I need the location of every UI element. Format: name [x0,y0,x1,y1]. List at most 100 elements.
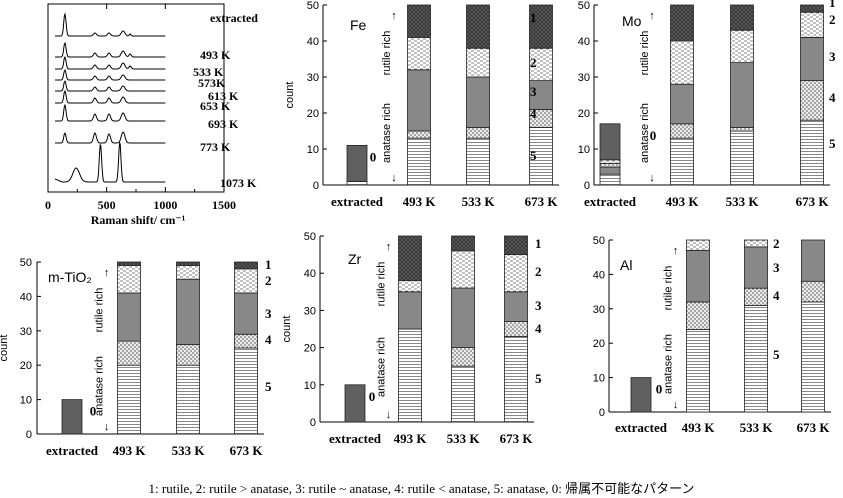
bar-segment-class-3 [744,246,768,289]
class-label-1: 1 [265,257,272,272]
bar-segment-class-3 [176,278,200,345]
class-label-1: 1 [535,236,542,251]
bar-segment-class-5 [346,180,368,186]
y-tick-label: 0 [584,180,590,192]
bar-segment-class-4 [670,123,694,139]
y-axis-label: count [0,335,10,362]
category-label: extracted [584,194,637,209]
y-tick-label: 10 [20,395,32,407]
class-label-4: 4 [773,288,780,303]
class-label-1: 1 [829,0,836,10]
bar-segment-class-3 [117,292,141,342]
side-arrow-up-icon: ↑ [386,241,392,253]
y-tick-label: 30 [20,326,32,338]
bar-segment-class-0 [344,384,366,423]
bar-segment-class-5 [117,364,141,435]
y-tick-label: 50 [304,231,316,243]
figure-caption: 1: rutile, 2: rutile > anatase, 3: rutil… [148,481,695,496]
bar-chart-2: 0 10 20 30 40 50 extracted 493 K 533 K 673 K Mo 0 1 2… [578,0,836,209]
side-arrow-down-icon: ↓ [649,172,655,184]
class-zero-label: 0 [370,149,377,164]
bar-segment-class-2 [234,268,258,294]
side-arrow-down-icon: ↓ [104,421,110,433]
y-tick-label: 0 [310,417,316,429]
side-label-top: rutile rich [639,31,651,76]
raman-series-label: 773 K [200,140,231,154]
bar-segment-class-4 [407,130,431,139]
bar-segment-class-5 [730,130,754,186]
y-tick-label: 30 [307,72,319,84]
side-label-bottom: anatase rich [376,337,388,397]
bar-segment-class-1 [800,4,824,13]
class-label-5: 5 [773,347,780,362]
bar-segment-class-4 [504,321,528,337]
category-label: 533 K [447,431,481,446]
y-tick-label: 40 [307,36,319,48]
side-arrow-up-icon: ↑ [391,10,397,22]
y-tick-label: 20 [307,108,319,120]
bar-segment-class-4 [744,287,768,306]
raman-series-label: 613 K [208,89,239,103]
bar-segment-class-5 [670,137,694,186]
bar-segment-class-3 [670,83,694,125]
class-label-2: 2 [773,236,780,251]
category-label: 673 K [797,420,831,435]
bar-segment-class-3 [686,249,710,303]
bar-segment-class-1 [529,4,553,49]
y-tick-label: 30 [304,305,316,317]
class-label-2: 2 [535,264,542,279]
y-tick-label: 10 [593,373,605,385]
raman-spectrum-line [55,69,166,81]
side-label-bottom: anatase rich [94,356,106,416]
y-tick-label: 40 [20,291,32,303]
y-tick-label: 20 [20,360,32,372]
bar-segment-class-3 [801,239,825,282]
y-tick-label: 30 [593,304,605,316]
side-arrow-down-icon: ↓ [391,172,397,184]
bar-segment-class-5 [407,137,431,186]
raman-series-label: 493 K [200,48,231,62]
bar-segment-class-0 [630,377,652,413]
category-label: 673 K [230,443,264,458]
raman-chart: 0 500 1000 1500 Raman shift/ cm⁻¹ extracted 49… [45,3,258,227]
bar-segment-class-1 [451,235,475,252]
panel-element-label: Fe [350,17,367,33]
side-label-bottom: anatase rich [639,103,651,163]
bar-segment-class-2 [744,239,768,248]
side-label-top: rutile rich [376,262,388,307]
category-label: 493 K [113,443,147,458]
bar-segment-class-1 [176,261,200,266]
category-label: 493 K [394,431,428,446]
bar-segment-class-4 [801,280,825,303]
raman-spectrum-line [55,80,166,92]
class-zero-label: 0 [369,389,376,404]
raman-series-label: 573K [198,76,226,90]
y-axis-label: count [284,82,296,109]
bar-segment-class-2 [398,280,422,293]
bar-segment-class-4 [800,80,824,121]
category-label: 533 K [462,194,496,209]
bar-segment-class-5 [466,137,490,186]
bar-segment-class-1 [117,261,141,266]
category-label: extracted [329,431,382,446]
category-label: 673 K [500,431,534,446]
class-label-5: 5 [530,148,537,163]
bar-segment-class-1 [407,4,431,38]
raman-spectrum-line [55,90,166,104]
bar-segment-class-3 [407,69,431,132]
bar-segment-class-5 [599,173,621,186]
bar-segment-class-5 [744,304,768,413]
y-tick-label: 20 [304,343,316,355]
bar-segment-class-2 [466,47,490,78]
bar-segment-class-4 [599,162,621,168]
y-tick-label: 20 [593,338,605,350]
bar-segment-class-2 [407,37,431,71]
bar-segment-class-4 [451,347,475,367]
bar-segment-class-1 [234,261,258,270]
y-tick-label: 0 [599,407,605,419]
y-tick-label: 40 [593,269,605,281]
bar-segment-class-3 [466,76,490,128]
class-label-5: 5 [829,136,836,151]
class-label-5: 5 [265,379,272,394]
